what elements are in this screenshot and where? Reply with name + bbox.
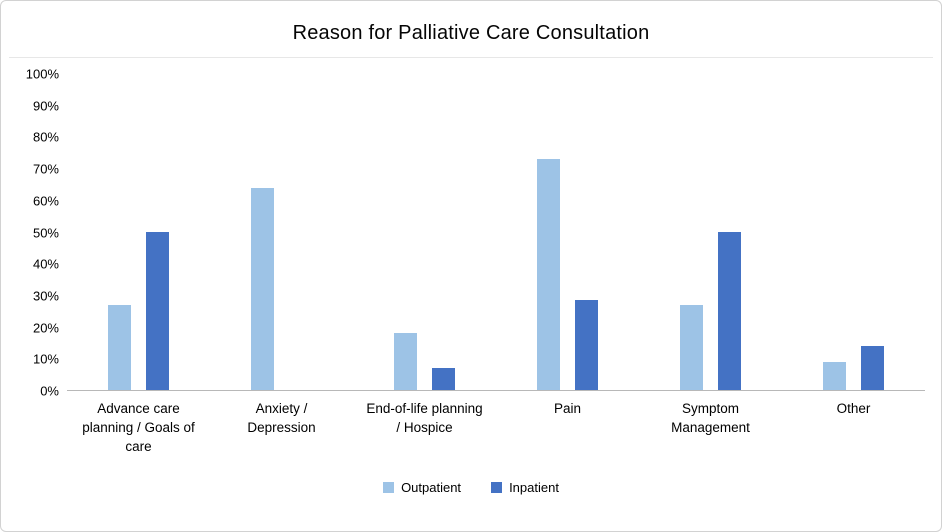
bar-group xyxy=(67,74,210,390)
legend-label: Inpatient xyxy=(509,480,559,495)
y-axis-tick-label: 50% xyxy=(32,225,59,240)
y-axis: 0% 10% 20% 30% 40% 50% 60% 70% 80% 90% 100% xyxy=(17,67,67,399)
plot-area: Advance care planning / Goals of care Anx… xyxy=(67,74,925,457)
title-divider xyxy=(9,57,933,58)
y-axis-tick-label: 40% xyxy=(32,256,59,272)
bar-group xyxy=(210,74,353,390)
y-axis-tick-label: 60% xyxy=(32,193,59,209)
y-axis-tick-label: 100% xyxy=(25,66,59,82)
bar-outpatient xyxy=(251,187,274,390)
legend-item-outpatient: Outpatient xyxy=(383,480,461,495)
y-axis-tick-label: 90% xyxy=(32,98,59,114)
bar-inpatient xyxy=(575,299,598,390)
bar-inpatient xyxy=(432,367,455,390)
bar-group xyxy=(782,74,925,390)
chart-area: 0% 10% 20% 30% 40% 50% 60% 70% 80% 90% 100% Advanc… xyxy=(17,67,925,457)
bar-outpatient xyxy=(394,333,417,390)
bar-group xyxy=(496,74,639,390)
category-label: Pain xyxy=(553,401,582,416)
bar-outpatient xyxy=(537,159,560,390)
legend: Outpatient Inpatient xyxy=(1,480,941,495)
y-axis-tick-label: 70% xyxy=(32,161,59,177)
bar-group xyxy=(639,74,782,390)
y-axis-tick-label: 80% xyxy=(32,129,59,145)
bar-group xyxy=(353,74,496,390)
legend-swatch-outpatient xyxy=(383,482,395,493)
bar-outpatient xyxy=(823,361,846,390)
category-labels-row: Advance care planning / Goals of care Anx… xyxy=(67,391,925,457)
chart-title: Reason for Palliative Care Consultation xyxy=(292,22,650,44)
bar-inpatient xyxy=(146,232,169,390)
category-label: Other xyxy=(836,401,871,416)
category-label: Anxiety / Depression xyxy=(247,401,316,435)
category-label: Symptom Management xyxy=(671,401,750,435)
bar-outpatient xyxy=(108,304,131,390)
bar-inpatient xyxy=(861,345,884,390)
y-axis-tick-label: 30% xyxy=(32,288,59,304)
bar-groups-row xyxy=(67,74,925,391)
category-label: End-of-life planning / Hospice xyxy=(366,401,483,435)
y-axis-tick-label: 10% xyxy=(32,351,59,367)
category-label: Advance care planning / Goals of care xyxy=(82,401,195,454)
y-axis-tick-label: 0% xyxy=(40,383,59,399)
y-axis-tick-label: 20% xyxy=(32,320,59,336)
bar-inpatient xyxy=(718,232,741,390)
legend-label: Outpatient xyxy=(401,480,462,495)
bar-outpatient xyxy=(680,304,703,390)
legend-item-inpatient: Inpatient xyxy=(491,480,559,495)
legend-swatch-inpatient xyxy=(491,482,503,493)
